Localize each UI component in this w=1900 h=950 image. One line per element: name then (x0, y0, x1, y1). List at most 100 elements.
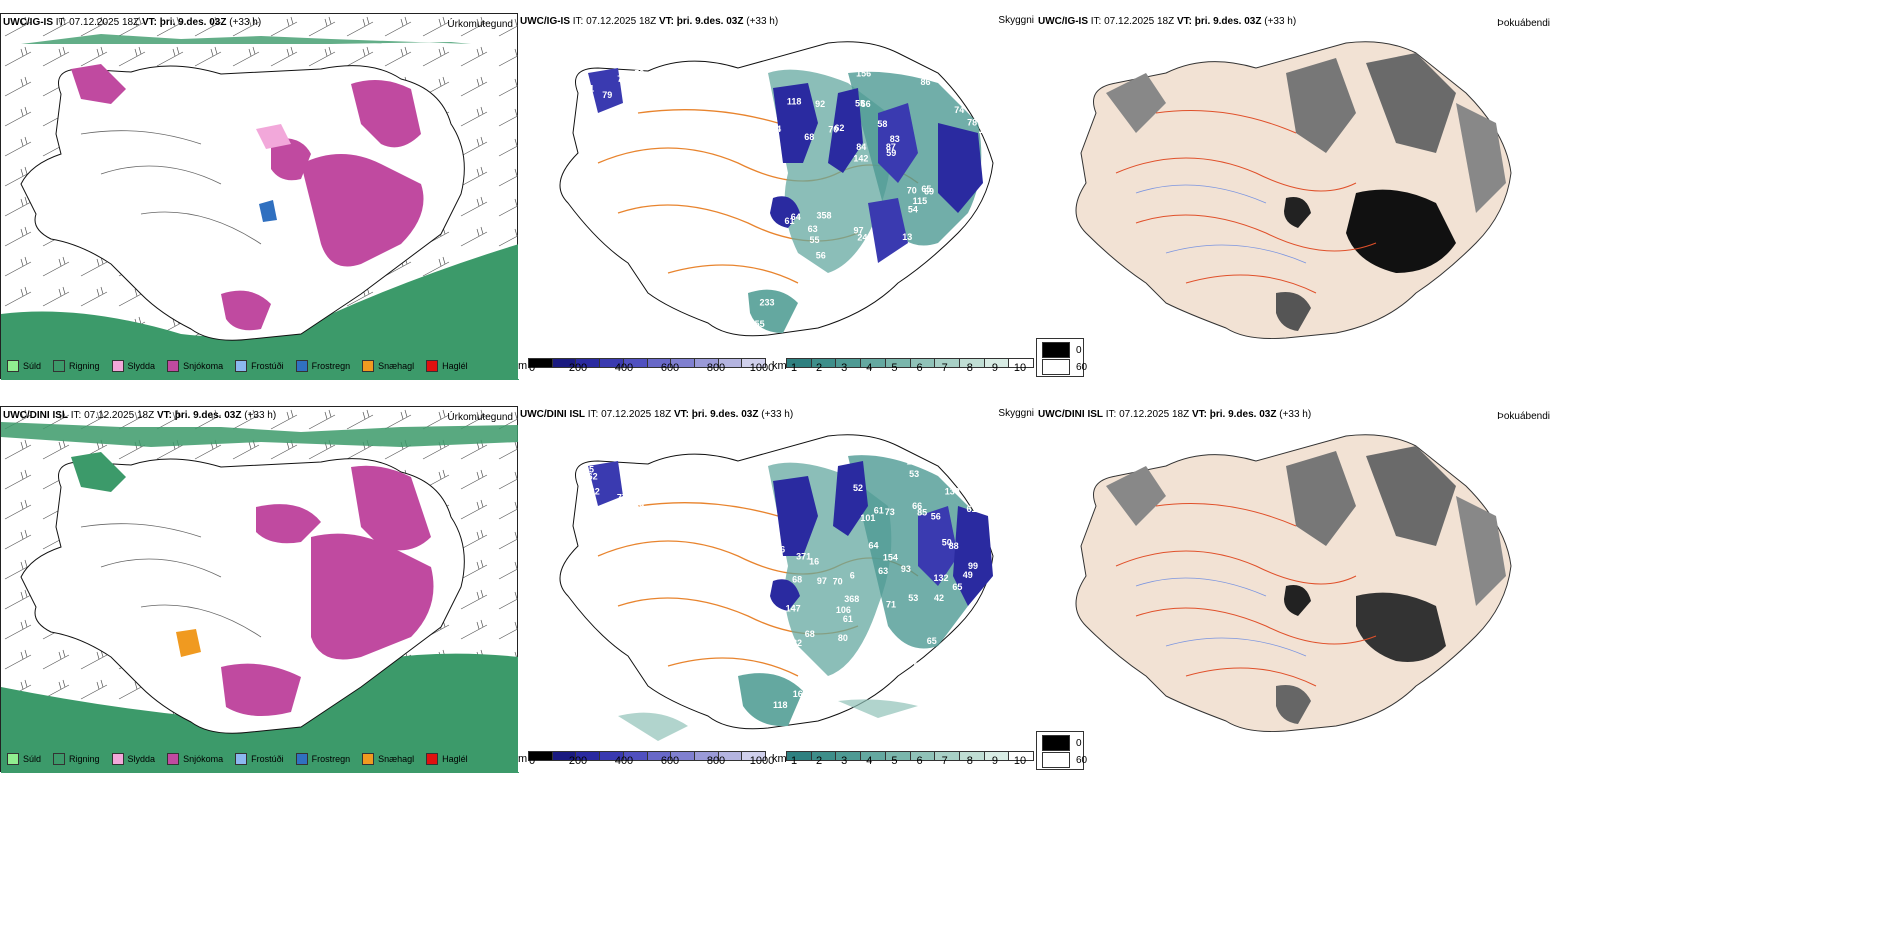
cloud-base-label: 104 (988, 593, 1003, 603)
cloud-base-label: 82 (792, 638, 802, 648)
cloud-base-label: 130 (945, 487, 960, 497)
fog-key-swatch (1042, 359, 1070, 375)
colorbar-tick-label: 10 (1013, 362, 1027, 374)
init-time: IT: 07.12.2025 18Z (587, 409, 672, 420)
cloud-base-label: 158 (946, 253, 961, 263)
legend-item: Haglél (426, 360, 468, 372)
legend-swatch (235, 360, 248, 372)
precip-header-1: UWC/IG-IS IT: 07.12.2025 18Z VT: þri. 9.… (3, 17, 261, 28)
colorbar-tick-label: 7 (941, 362, 948, 374)
colorbar-tick-label: 3 (841, 362, 848, 374)
fog-title-2: Þokuábendi (1497, 411, 1550, 422)
colorbar-segment (836, 359, 862, 367)
legend-swatch (362, 753, 375, 765)
colorbar-tick-label: 9 (991, 755, 998, 767)
legend-label: Frostregn (311, 361, 351, 371)
ceiling-colorbar-2: m 0 200 400 600 800 1000 (518, 751, 774, 771)
cloud-base-label: 143 (906, 457, 921, 467)
lead-time: (+33 h) (746, 16, 779, 27)
colorbar-segment (647, 359, 672, 367)
legend-swatch (295, 753, 308, 765)
cloud-base-label: 50 (942, 537, 952, 547)
visibility-unit: km (772, 753, 787, 765)
cloud-base-label: 233 (760, 298, 775, 308)
cloud-base-label: 13 (902, 232, 912, 242)
colorbar-tick-label: 5 (891, 755, 898, 767)
precip-header-2: UWC/DINI ISL IT: 07.12.2025 18Z VT: þri.… (3, 410, 276, 421)
colorbar-tick-label: 10 (1013, 755, 1027, 767)
legend-swatch (7, 753, 19, 765)
cloud-base-label: 56 (962, 487, 972, 497)
colorbar-segment (552, 359, 577, 367)
colorbar-tick-label: 8 (966, 362, 973, 374)
init-time: IT: 07.12.2025 18Z (55, 17, 140, 28)
cloud-base-label: 68 (982, 82, 992, 92)
cloud-base-label: 42 (934, 593, 944, 603)
ceiling-visibility-map-2: 58 62 77 95 69 62 68 70 56 61 85 82 61 52 93 147 132 154 6… (559, 434, 1003, 741)
colorbar-tick-label: 400 (614, 362, 634, 374)
cloud-base-label: 82 (941, 644, 951, 654)
ceiling-visibility-panel-2: 58 62 77 95 69 62 68 70 56 61 85 82 61 52 93 147 132 154 6… (518, 406, 1036, 772)
cloud-base-label: 70 (907, 185, 917, 195)
legend-swatch (362, 360, 375, 372)
cloud-base-label: 71 (879, 265, 889, 275)
legend-swatch (7, 360, 19, 372)
cloud-base-label: 74 (954, 105, 964, 115)
colorbar-tick-label: 7 (941, 755, 948, 767)
cloud-base-label: 62 (588, 471, 598, 481)
valid-time: VT: þri. 9.des. 03Z (673, 409, 759, 420)
fog-header-2: UWC/DINI ISL IT: 07.12.2025 18Z VT: þri.… (1038, 409, 1311, 420)
precip-map-2 (1, 407, 519, 773)
legend-item: Slydda (111, 360, 155, 372)
cloud-base-label: 152 (961, 230, 976, 240)
legend-swatch (111, 753, 124, 765)
cloud-base-label: 355 (750, 319, 765, 329)
precip-title-2: Úrkomutegund (447, 412, 513, 423)
cloud-base-label: 90 (961, 469, 971, 479)
colorbar-segment (742, 359, 766, 367)
colorbar-segment (959, 359, 985, 367)
colorbar-tick-label: 200 (568, 755, 588, 767)
cloud-base-label: 358 (817, 211, 832, 221)
colorbar-segment (718, 359, 743, 367)
cloud-base-label: 118 (787, 97, 802, 107)
colorbar-tick-label: 3 (841, 755, 848, 767)
cloud-base-label: 58 (877, 119, 887, 129)
colorbar-segment (552, 752, 577, 760)
cloud-base-label: 132 (934, 573, 949, 583)
visibility-colorbar-strip (786, 751, 1034, 761)
cloud-base-label: 71 (886, 599, 896, 609)
colorbar-tick-label: 800 (706, 755, 726, 767)
colorbar-segment (836, 752, 862, 760)
colorbar-segment (600, 359, 624, 367)
cloud-base-label: 147 (786, 604, 801, 614)
colorbar-segment (885, 359, 911, 367)
fog-header-1: UWC/IG-IS IT: 07.12.2025 18Z VT: þri. 9.… (1038, 16, 1296, 27)
cloud-base-label: 55 (855, 98, 865, 108)
colorbar-segment (787, 359, 812, 367)
cloud-base-label: 88 (949, 541, 959, 551)
legend-swatch (426, 360, 439, 372)
cloud-base-label: 65 (952, 582, 962, 592)
init-time: IT: 07.12.2025 18Z (1090, 16, 1175, 27)
cloud-base-label: 68 (804, 132, 814, 142)
colorbar-segment (742, 752, 766, 760)
colorbar-segment (718, 752, 743, 760)
colorbar-segment (959, 752, 985, 760)
cloud-base-label: 87 (886, 142, 896, 152)
cloud-base-label: 156 (856, 68, 871, 78)
cloud-base-label: 142 (853, 154, 868, 164)
cloud-base-label: 53 (908, 593, 918, 603)
init-time: IT: 07.12.2025 18Z (1105, 409, 1190, 420)
legend-label: Súld (23, 361, 42, 371)
cloud-base-label: 115 (913, 196, 928, 206)
cloud-base-label: 97 (817, 576, 827, 586)
legend-label: Frostregn (311, 754, 351, 764)
model-name: UWC/DINI ISL (3, 410, 68, 421)
colorbar-tick-label: 600 (660, 362, 680, 374)
cloud-base-label: 53 (587, 116, 597, 126)
fog-map-1 (1075, 41, 1512, 339)
colorbar-tick-label: 8 (966, 755, 973, 767)
model-name: UWC/IG-IS (1038, 16, 1088, 27)
cloud-base-label: 69 (634, 501, 644, 511)
